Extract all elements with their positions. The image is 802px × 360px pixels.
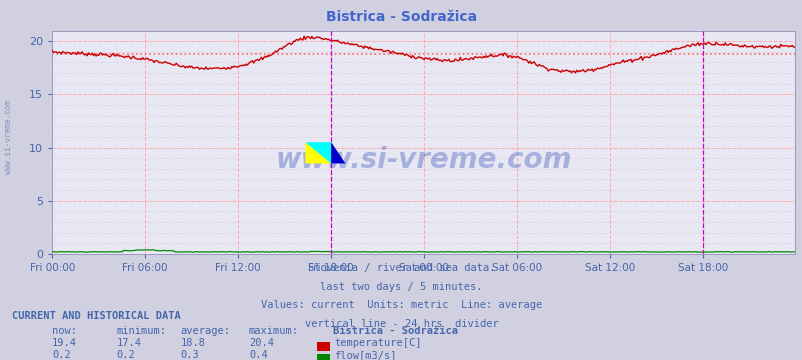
Text: flow[m3/s]: flow[m3/s] — [334, 350, 396, 360]
Text: CURRENT AND HISTORICAL DATA: CURRENT AND HISTORICAL DATA — [12, 311, 180, 321]
Text: minimum:: minimum: — [116, 326, 166, 336]
Text: maximum:: maximum: — [249, 326, 298, 336]
Text: last two days / 5 minutes.: last two days / 5 minutes. — [320, 282, 482, 292]
Text: Bistrica - Sodražica: Bistrica - Sodražica — [326, 10, 476, 24]
Text: 20.4: 20.4 — [249, 338, 273, 348]
Text: Bistrica - Sodražica: Bistrica - Sodražica — [333, 326, 458, 336]
Text: vertical line - 24 hrs  divider: vertical line - 24 hrs divider — [304, 319, 498, 329]
Text: 18.8: 18.8 — [180, 338, 205, 348]
Text: now:: now: — [52, 326, 77, 336]
Text: average:: average: — [180, 326, 230, 336]
Text: temperature[C]: temperature[C] — [334, 338, 421, 348]
Text: 0.4: 0.4 — [249, 350, 267, 360]
Text: Values: current  Units: metric  Line: average: Values: current Units: metric Line: aver… — [261, 300, 541, 310]
Text: 0.2: 0.2 — [116, 350, 135, 360]
Text: 0.2: 0.2 — [52, 350, 71, 360]
Polygon shape — [305, 142, 330, 163]
Text: 0.3: 0.3 — [180, 350, 199, 360]
Text: Slovenia / river and sea data.: Slovenia / river and sea data. — [307, 263, 495, 273]
Text: www.si-vreme.com: www.si-vreme.com — [275, 146, 571, 174]
Polygon shape — [330, 142, 345, 163]
Text: 19.4: 19.4 — [52, 338, 77, 348]
Polygon shape — [305, 142, 330, 163]
Text: 17.4: 17.4 — [116, 338, 141, 348]
Text: www.si-vreme.com: www.si-vreme.com — [3, 100, 13, 174]
